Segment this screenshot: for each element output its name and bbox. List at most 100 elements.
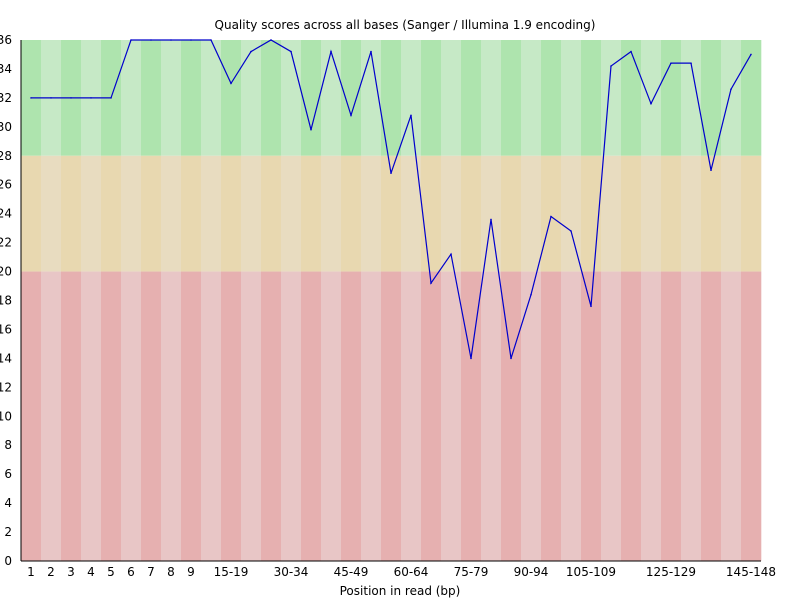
data-point <box>650 102 652 105</box>
band-1-stripe <box>361 155 382 272</box>
band-0-stripe <box>161 40 182 156</box>
band-0-stripe <box>281 40 302 156</box>
data-point <box>530 293 532 296</box>
band-0-stripe <box>241 40 262 156</box>
y-tick-label: 10 <box>0 409 12 423</box>
y-tick-label: 4 <box>4 496 12 510</box>
data-point <box>130 39 132 41</box>
data-point <box>750 53 752 56</box>
band-0-stripe <box>401 40 422 156</box>
data-point <box>550 215 552 218</box>
band-2-stripe <box>561 271 582 561</box>
band-1-stripe <box>401 155 422 272</box>
band-1-stripe <box>61 155 82 272</box>
band-0-stripe <box>301 40 322 156</box>
band-0-stripe <box>341 40 362 156</box>
band-1-stripe <box>141 155 162 272</box>
y-tick-label: 34 <box>0 62 12 76</box>
y-tick-label: 28 <box>0 149 12 163</box>
x-tick-label: 9 <box>187 565 195 579</box>
band-2-stripe <box>741 271 762 561</box>
band-2-stripe <box>321 271 342 561</box>
x-axis: 1 2 3 4 5 6 7 8 9 15-19 30-34 45-49 60-64 75-79 90-94 1… <box>21 560 776 579</box>
data-point <box>590 305 592 308</box>
y-tick-label: 26 <box>0 178 12 192</box>
data-point <box>630 50 632 53</box>
x-tick-label: 1 <box>27 565 35 579</box>
band-1-stripe <box>281 155 302 272</box>
data-point <box>150 39 152 41</box>
y-tick-label: 6 <box>4 467 12 481</box>
band-2-stripe <box>301 271 322 561</box>
band-1-stripe <box>541 155 562 272</box>
x-tick-label: 2 <box>47 565 55 579</box>
band-1-stripe <box>301 155 322 272</box>
band-0-stripe <box>381 40 402 156</box>
band-1-stripe <box>161 155 182 272</box>
band-2-stripe <box>21 271 42 561</box>
band-0-stripe <box>581 40 602 156</box>
band-0-stripe <box>421 40 442 156</box>
data-point <box>450 253 452 255</box>
data-point <box>370 50 372 53</box>
band-2-stripe <box>141 271 162 561</box>
band-0-stripe <box>741 40 762 156</box>
band-0-stripe <box>701 40 722 156</box>
band-2-stripe <box>481 271 502 561</box>
band-2-stripe <box>221 271 242 561</box>
band-2-stripe <box>381 271 402 561</box>
data-point <box>330 50 332 53</box>
x-tick-label: 30-34 <box>274 565 309 579</box>
y-tick-label: 18 <box>0 294 12 308</box>
band-2-stripe <box>681 271 702 561</box>
data-point <box>410 114 412 117</box>
data-point <box>230 82 232 85</box>
data-point <box>730 88 732 91</box>
y-tick-label: 8 <box>4 438 12 452</box>
band-0-stripe <box>261 40 282 156</box>
band-2-stripe <box>421 271 442 561</box>
x-tick-label: 105-109 <box>566 565 616 579</box>
band-0-stripe <box>441 40 462 156</box>
band-2-stripe <box>521 271 542 561</box>
band-0-stripe <box>141 40 162 156</box>
data-point <box>710 169 712 172</box>
band-2-stripe <box>81 271 102 561</box>
data-point <box>30 97 32 99</box>
band-2-stripe <box>261 271 282 561</box>
band-0-stripe <box>601 40 622 156</box>
x-tick-label: 125-129 <box>646 565 696 579</box>
band-2-stripe <box>701 271 722 561</box>
band-2-stripe <box>61 271 82 561</box>
band-0-stripe <box>321 40 342 156</box>
band-1-stripe <box>621 155 642 272</box>
band-1-stripe <box>601 155 622 272</box>
data-point <box>670 62 672 64</box>
band-2-stripe <box>181 271 202 561</box>
band-1-stripe <box>501 155 522 272</box>
data-point <box>50 97 52 99</box>
data-point <box>270 39 272 41</box>
data-point <box>390 172 392 174</box>
band-2-stripe <box>361 271 382 561</box>
data-point <box>70 97 72 99</box>
y-tick-label: 32 <box>0 91 12 105</box>
band-1-stripe <box>681 155 702 272</box>
band-1-stripe <box>481 155 502 272</box>
chart-title: Quality scores across all bases (Sanger … <box>215 18 596 32</box>
data-point <box>610 65 612 67</box>
band-0-stripe <box>641 40 662 156</box>
y-tick-label: 0 <box>4 554 12 568</box>
band-1-stripe <box>121 155 142 272</box>
band-2-stripe <box>101 271 122 561</box>
band-2-stripe <box>461 271 482 561</box>
band-1-stripe <box>701 155 722 272</box>
data-point <box>90 97 92 99</box>
band-1-stripe <box>741 155 762 272</box>
y-tick-label: 36 <box>0 33 12 47</box>
band-0-stripe <box>181 40 202 156</box>
quality-bands <box>21 40 762 561</box>
data-point <box>690 62 692 64</box>
band-0-stripe <box>561 40 582 156</box>
